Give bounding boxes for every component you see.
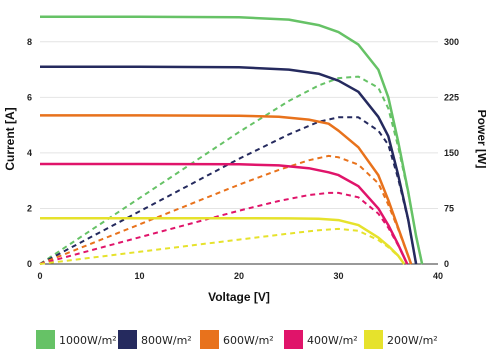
current-curve	[40, 216, 406, 265]
legend-swatch	[36, 330, 55, 349]
right-tick-labels: 0 75 150 225 300	[444, 37, 459, 269]
x-tick-label: 20	[234, 271, 244, 281]
legend-label: 600W/m²	[223, 334, 274, 347]
power-curve	[39, 75, 424, 265]
current-tick-label: 4	[27, 148, 32, 158]
x-tick-label: 30	[333, 271, 343, 281]
legend-swatch	[200, 330, 219, 349]
current-curve	[40, 162, 409, 265]
power-tick-label: 300	[444, 37, 459, 47]
current-tick-label: 0	[27, 259, 32, 269]
current-curve	[40, 65, 418, 265]
power-tick-label: 0	[444, 259, 449, 269]
legend-swatch	[364, 330, 383, 349]
x-axis-title: Voltage [V]	[208, 290, 270, 304]
left-tick-labels: 0 2 4 6 8	[27, 37, 32, 269]
current-curve	[40, 15, 424, 265]
power-tick-label: 75	[444, 203, 454, 213]
power-curve	[39, 227, 405, 265]
legend-swatch	[284, 330, 303, 349]
legend-label: 1000W/m²	[59, 334, 117, 347]
legend-swatch	[118, 330, 137, 349]
current-curve	[40, 114, 413, 265]
x-tick-label: 40	[433, 271, 443, 281]
current-tick-label: 6	[27, 92, 32, 102]
left-axis-title: Current [A]	[3, 107, 17, 170]
power-curve	[39, 154, 413, 265]
power-tick-label: 225	[444, 92, 459, 102]
curves	[39, 15, 424, 265]
legend: 1000W/m² 800W/m² 600W/m² 400W/m² 200W/m²	[36, 330, 438, 349]
legend-label: 400W/m²	[307, 334, 358, 347]
current-tick-label: 8	[27, 37, 32, 47]
current-tick-label: 2	[27, 203, 32, 213]
right-axis-title: Power [W]	[475, 110, 486, 169]
x-tick-labels: 0 10 20 30 40	[37, 271, 443, 281]
power-tick-label: 150	[444, 148, 459, 158]
power-curve	[39, 116, 418, 265]
x-tick-label: 10	[134, 271, 144, 281]
legend-label: 200W/m²	[387, 334, 438, 347]
legend-label: 800W/m²	[141, 334, 192, 347]
x-tick-label: 0	[37, 271, 42, 281]
